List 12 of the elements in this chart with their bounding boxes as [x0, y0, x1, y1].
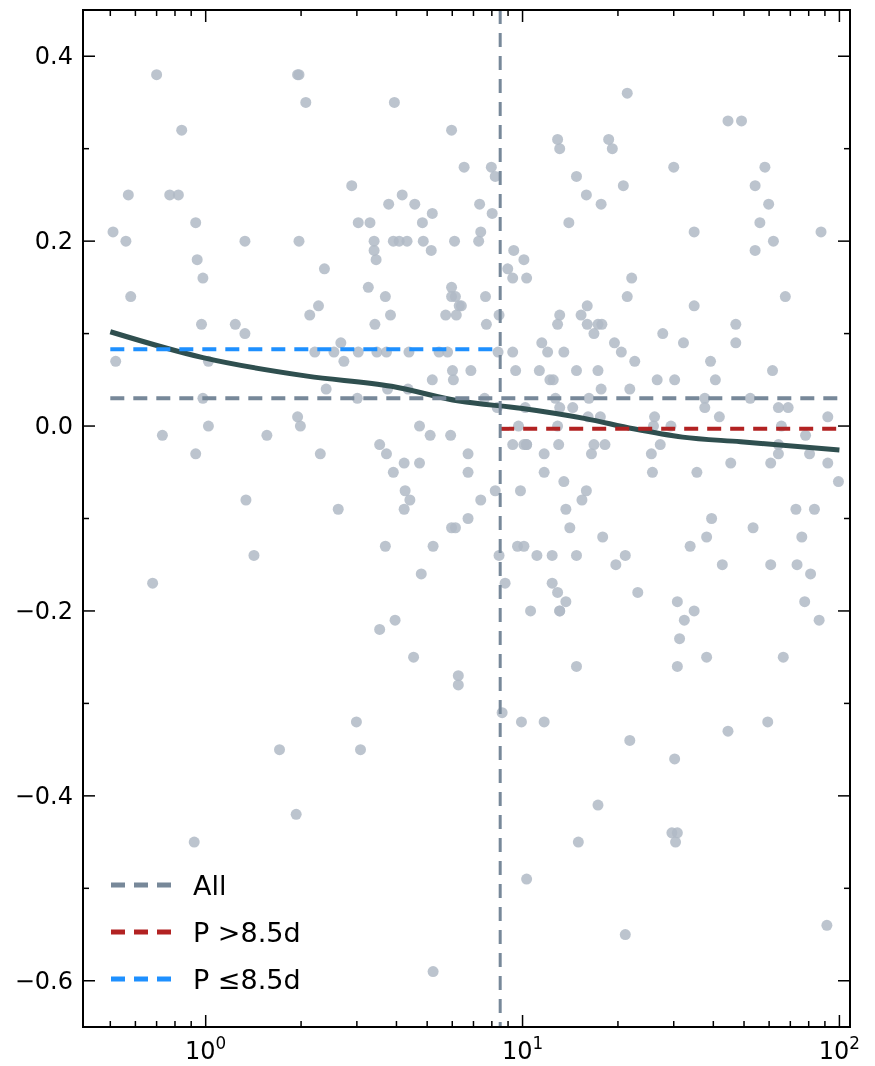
legend-label: All — [193, 870, 227, 901]
y-tick-label: −0.6 — [14, 966, 73, 995]
y-tick-label: −0.4 — [14, 781, 73, 810]
x-tick-label: 10$^{2}$ — [818, 1033, 861, 1065]
y-tick-label: 0.2 — [34, 227, 73, 256]
legend-label: P ≤8.5d — [193, 964, 301, 995]
x-tick-label: 10$^{1}$ — [501, 1033, 544, 1065]
legend-label: P >8.5d — [193, 917, 301, 948]
y-tick-label: −0.2 — [14, 596, 73, 625]
y-tick-label: 0.4 — [34, 42, 73, 71]
y-tick-label: 0.0 — [34, 412, 73, 441]
x-tick-label: 10$^{0}$ — [185, 1033, 227, 1065]
